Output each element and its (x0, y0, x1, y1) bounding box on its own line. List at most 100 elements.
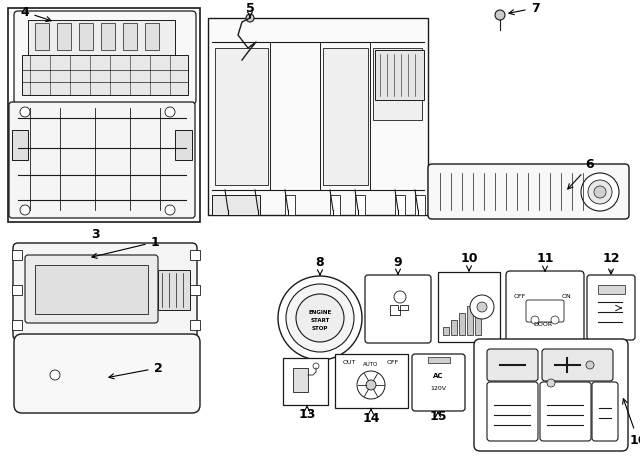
Text: AUTO: AUTO (364, 363, 379, 367)
Text: 120V: 120V (430, 385, 446, 390)
Text: 5: 5 (246, 1, 254, 18)
Text: 9: 9 (394, 255, 403, 274)
Bar (215, 48, 268, 185)
Bar (467, 306, 473, 335)
Bar (35, 23, 49, 50)
Circle shape (495, 10, 505, 20)
Bar (215, 195, 225, 215)
Bar (475, 299, 481, 335)
FancyBboxPatch shape (487, 382, 538, 441)
Text: 1: 1 (92, 236, 159, 258)
Text: 3: 3 (91, 228, 99, 241)
Text: OFF: OFF (387, 360, 399, 365)
Bar (438, 272, 500, 342)
Bar (323, 48, 368, 185)
Text: ENGINE: ENGINE (308, 310, 332, 315)
Text: 4: 4 (20, 6, 51, 22)
Bar (428, 357, 450, 363)
Circle shape (278, 276, 362, 360)
Bar (598, 285, 625, 294)
Bar (101, 23, 115, 50)
Bar (373, 48, 422, 120)
Bar (12, 320, 22, 330)
Text: 13: 13 (298, 406, 316, 421)
FancyBboxPatch shape (25, 255, 158, 323)
Text: OFF: OFF (514, 293, 526, 298)
Circle shape (357, 371, 385, 399)
Circle shape (313, 363, 319, 369)
Circle shape (477, 302, 487, 312)
Bar (22, 55, 188, 95)
Circle shape (551, 316, 559, 324)
Text: 16: 16 (623, 399, 640, 446)
Text: 14: 14 (362, 408, 380, 425)
Text: 15: 15 (429, 409, 447, 423)
FancyBboxPatch shape (592, 382, 618, 441)
Text: 10: 10 (460, 251, 477, 271)
Circle shape (246, 14, 254, 22)
Text: 12: 12 (602, 251, 620, 274)
Circle shape (531, 316, 539, 324)
Bar (158, 270, 190, 310)
Bar (12, 250, 22, 260)
Text: 6: 6 (568, 158, 595, 189)
Circle shape (165, 205, 175, 215)
Bar (123, 23, 137, 50)
Circle shape (588, 180, 612, 204)
Circle shape (296, 294, 344, 342)
FancyBboxPatch shape (587, 275, 635, 340)
Text: OUT: OUT (342, 360, 356, 365)
Bar (245, 195, 255, 215)
Bar (190, 320, 200, 330)
Bar (12, 285, 22, 295)
Bar (459, 313, 465, 335)
Bar (57, 23, 71, 50)
Circle shape (165, 107, 175, 117)
Bar (451, 320, 457, 335)
Text: AC: AC (433, 373, 444, 379)
FancyBboxPatch shape (487, 349, 538, 381)
Bar (330, 195, 340, 215)
Bar (375, 50, 424, 100)
Bar (283, 358, 328, 405)
Text: ON: ON (561, 293, 571, 298)
FancyBboxPatch shape (9, 102, 195, 218)
Bar (12, 130, 28, 160)
Bar (190, 250, 200, 260)
Bar (293, 368, 308, 392)
Text: 2: 2 (109, 361, 163, 379)
FancyBboxPatch shape (474, 339, 628, 451)
Circle shape (20, 107, 30, 117)
Circle shape (547, 379, 555, 387)
Bar (212, 195, 260, 215)
FancyBboxPatch shape (13, 243, 197, 340)
Bar (190, 285, 200, 295)
Text: 7: 7 (509, 1, 540, 15)
Text: STOP: STOP (312, 326, 328, 330)
Bar (35, 265, 148, 314)
Bar (335, 354, 408, 408)
FancyBboxPatch shape (428, 164, 629, 219)
Circle shape (581, 173, 619, 211)
FancyBboxPatch shape (14, 334, 200, 413)
Bar (285, 195, 295, 215)
Circle shape (286, 284, 354, 352)
Bar (355, 195, 365, 215)
FancyBboxPatch shape (365, 275, 431, 343)
Circle shape (20, 205, 30, 215)
Bar (8, 8, 200, 222)
Bar (395, 195, 405, 215)
Bar (28, 20, 175, 55)
Circle shape (394, 291, 406, 303)
FancyBboxPatch shape (540, 382, 591, 441)
Bar (175, 130, 192, 160)
Text: START: START (310, 317, 330, 322)
Circle shape (586, 361, 594, 369)
Circle shape (470, 295, 494, 319)
Text: 11: 11 (536, 251, 554, 271)
Bar (79, 23, 93, 50)
FancyBboxPatch shape (526, 300, 564, 322)
Bar (208, 18, 428, 215)
FancyBboxPatch shape (542, 349, 613, 381)
Text: DOOR: DOOR (533, 322, 552, 328)
